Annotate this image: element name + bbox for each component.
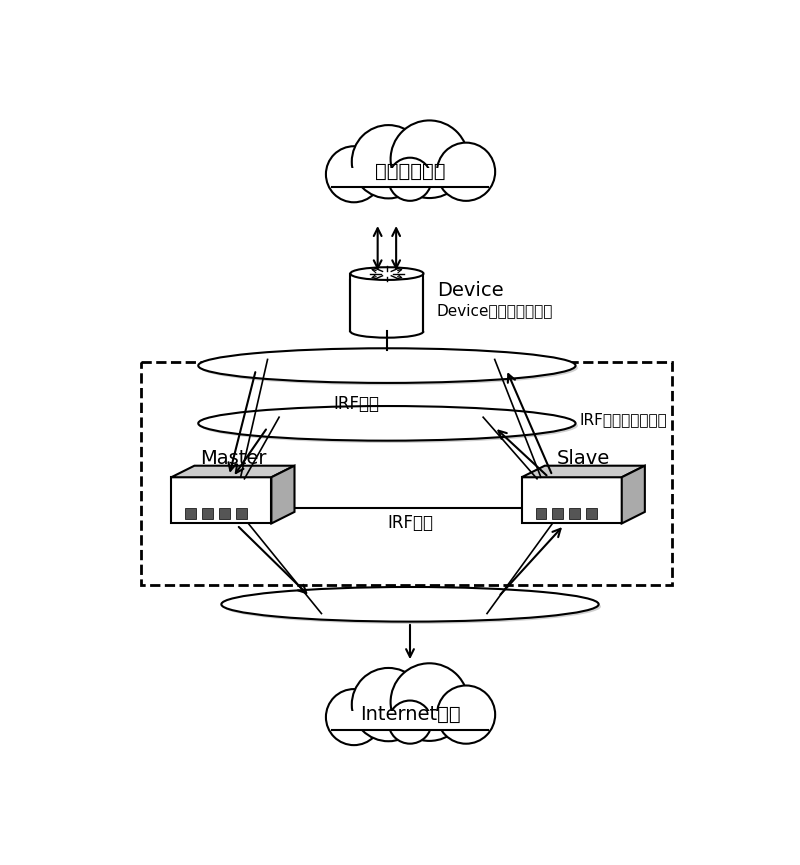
Bar (141, 362, 672, 585)
Circle shape (437, 685, 495, 744)
Ellipse shape (201, 408, 578, 443)
Polygon shape (171, 477, 271, 523)
Bar (535, 508, 546, 519)
Polygon shape (522, 477, 622, 523)
Circle shape (390, 663, 468, 741)
Text: IRF上的动态聚合组: IRF上的动态聚合组 (579, 412, 667, 427)
Circle shape (389, 157, 431, 201)
Circle shape (352, 668, 425, 741)
Text: IRF链路: IRF链路 (387, 515, 433, 533)
Ellipse shape (350, 267, 423, 280)
Circle shape (326, 146, 382, 202)
Text: Master: Master (200, 448, 266, 467)
Text: 用户终端网络: 用户终端网络 (374, 163, 446, 182)
Polygon shape (271, 465, 294, 523)
FancyBboxPatch shape (332, 711, 488, 730)
Circle shape (352, 125, 425, 198)
Text: Device上的动态聚合组: Device上的动态聚合组 (437, 303, 554, 317)
Circle shape (389, 701, 431, 744)
Circle shape (326, 689, 382, 745)
Bar (236, 508, 246, 519)
Polygon shape (522, 465, 645, 477)
Bar (202, 508, 213, 519)
Polygon shape (350, 273, 423, 331)
Bar (570, 508, 580, 519)
Circle shape (437, 143, 495, 201)
Circle shape (390, 120, 468, 198)
Ellipse shape (222, 587, 598, 622)
Ellipse shape (224, 589, 601, 624)
Ellipse shape (198, 406, 575, 440)
Bar (553, 508, 563, 519)
Ellipse shape (201, 350, 578, 385)
Polygon shape (171, 465, 294, 477)
Bar (586, 508, 597, 519)
Bar (219, 508, 230, 519)
Polygon shape (622, 465, 645, 523)
Text: Internet网络: Internet网络 (360, 705, 460, 724)
Text: Slave: Slave (557, 448, 610, 467)
Text: IRF设备: IRF设备 (333, 395, 379, 413)
FancyBboxPatch shape (332, 169, 488, 187)
Ellipse shape (198, 349, 575, 383)
Bar (185, 508, 196, 519)
Text: Device: Device (437, 281, 503, 300)
